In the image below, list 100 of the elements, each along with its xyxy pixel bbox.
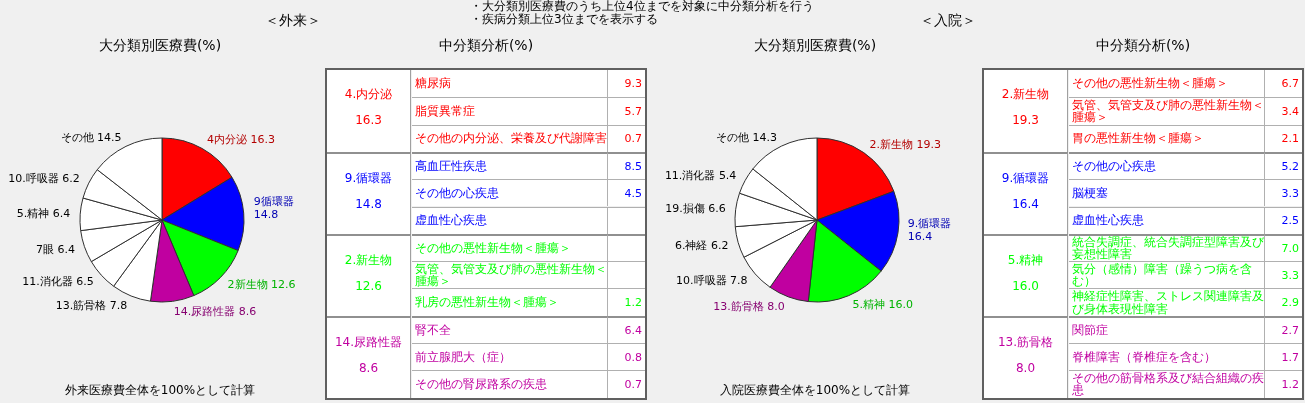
- category-label: 脳梗塞: [1069, 179, 1265, 207]
- category-label: その他の内分泌、栄養及び代謝障害: [412, 124, 608, 152]
- category-label: 虚血性心疾患: [1069, 206, 1265, 234]
- slice-label: 19.損傷: [665, 201, 705, 215]
- category-label: 腎不全: [412, 315, 608, 343]
- text: 16.4: [1011, 196, 1040, 211]
- text: 中分類分析(%): [1094, 37, 1192, 55]
- data-label: 14.8: [253, 208, 279, 222]
- data-label: 0.8: [608, 343, 645, 371]
- data-label: 8.6: [238, 304, 257, 318]
- data-label: 14.5: [97, 130, 122, 144]
- text: 9.循環器: [1000, 169, 1051, 187]
- slice-label: 13.筋骨格: [55, 298, 107, 312]
- slice-label: 11.消化器: [22, 275, 73, 289]
- text: 9.循環器: [343, 169, 394, 187]
- text: 14.8: [354, 196, 383, 211]
- text: 16.0: [1011, 278, 1040, 293]
- data-label: 16.4: [907, 230, 933, 244]
- text: 中分類分析(%): [437, 37, 535, 55]
- text: 外来医療費全体を100%として計算: [63, 382, 257, 399]
- text: ・疾病分類上位3位までを表示する: [470, 12, 658, 26]
- text: 16.3: [354, 113, 383, 127]
- slice-label: 11.消化器: [664, 169, 716, 183]
- slice-label: 5.精神: [16, 207, 50, 221]
- text: 5.精神: [1006, 251, 1045, 269]
- text: 13.筋骨格: [996, 333, 1055, 351]
- data-label: 3.3: [1265, 179, 1302, 207]
- category-label: 乳房の悪性新生物＜腫瘍＞: [412, 288, 608, 316]
- category-label: 前立腺肥大（症）: [412, 343, 608, 371]
- text: ・大分類別医療費のうち上位4位までを対象に中分類分析を行う: [470, 0, 814, 13]
- slice-label: 14.尿路性器: [173, 304, 236, 318]
- text: 4.内分泌: [343, 86, 394, 103]
- category-label: 脂質異常症: [412, 97, 608, 125]
- text: 8.0: [1014, 360, 1037, 375]
- text: 19.3: [1011, 113, 1040, 127]
- slice-label: 9循環器: [253, 195, 294, 209]
- data-label: 6.4: [608, 315, 645, 343]
- slice-label: その他: [60, 130, 94, 144]
- slice-label: 9.循環器: [907, 217, 952, 231]
- category-label: その他の心疾患: [412, 179, 608, 207]
- slice-label: 7眼: [36, 243, 54, 257]
- data-label: 12.6: [271, 277, 296, 291]
- data-label: 2.7: [1265, 315, 1302, 343]
- slice-label: 10.呼吸器: [676, 273, 727, 287]
- data-label: 3.4: [1265, 97, 1302, 125]
- data-label: 6.2: [710, 238, 729, 252]
- category-label: その他の悪性新生物＜腫瘍＞: [412, 233, 608, 262]
- slice-label: 13.筋骨格: [713, 299, 764, 313]
- slice-label: 2新生物: [227, 277, 268, 291]
- category-label: その他の筋骨格系及び結合組織の疾患: [1069, 370, 1265, 398]
- data-label: 1.2: [1265, 370, 1302, 398]
- data-label: 0.7: [608, 124, 645, 152]
- category-label: 統合失調症、統合失調症型障害及び妄想性障害: [1069, 233, 1265, 262]
- data-label: 6.6: [708, 201, 726, 215]
- data-label: 2.1: [1265, 124, 1302, 152]
- slice-label: 10.呼吸器: [8, 172, 59, 186]
- text: 8.6: [357, 360, 380, 375]
- text: 2.新生物: [1000, 86, 1051, 103]
- chart-subtitle: ＜外来＞: [265, 12, 321, 30]
- slice-label: 6.神経: [674, 238, 708, 252]
- slice-label: 4内分泌: [207, 133, 248, 147]
- category-label: 神経症性障害、ストレス関連障害及び身体表現性障害: [1069, 288, 1265, 316]
- data-label: 1.2: [608, 288, 645, 316]
- data-label: 0.7: [608, 370, 645, 398]
- text: 入院医療費全体を100%として計算: [718, 382, 912, 399]
- category-label: その他の腎尿路系の疾患: [412, 370, 608, 398]
- category-label: 高血圧性疾患: [412, 151, 608, 180]
- data-label: 1.7: [1265, 343, 1302, 371]
- text: 12.6: [354, 278, 383, 293]
- data-label: 19.3: [916, 137, 941, 151]
- category-label: その他の心疾患: [1069, 151, 1265, 180]
- data-label: 8.0: [767, 299, 785, 313]
- category-label: 関節症: [1069, 315, 1265, 343]
- chart-title: 大分類別医療費(%): [752, 37, 878, 55]
- slice-label: 2.新生物: [869, 137, 913, 151]
- chart-subtitle: ＜入院＞: [920, 12, 976, 30]
- data-label: 6.4: [57, 243, 75, 257]
- data-label: 8.5: [608, 151, 645, 180]
- data-label: 9.3: [608, 70, 645, 98]
- category-label: 糖尿病: [412, 70, 608, 98]
- category-label: 気管、気管支及び肺の悪性新生物＜腫瘍＞: [412, 261, 608, 289]
- data-label: 6.4: [52, 207, 71, 221]
- data-label: 5.2: [1265, 151, 1302, 180]
- category-label: 胃の悪性新生物＜腫瘍＞: [1069, 124, 1265, 152]
- chart-title: 大分類別医療費(%): [97, 37, 223, 55]
- data-label: 6.5: [76, 275, 94, 289]
- data-label: 2.5: [1265, 206, 1302, 234]
- text: 14.尿路性器: [333, 333, 404, 351]
- slice-label: その他: [716, 130, 750, 144]
- data-label: 16.0: [888, 298, 913, 312]
- data-label: 7.0: [1265, 233, 1302, 262]
- text: 2.新生物: [343, 251, 394, 269]
- data-label: 16.3: [250, 133, 276, 147]
- category-label: 気管、気管支及び肺の悪性新生物＜腫瘍＞: [1069, 97, 1265, 125]
- data-label: 14.3: [752, 130, 778, 144]
- data-label: 5.4: [718, 169, 737, 183]
- data-label: 3.3: [1265, 261, 1302, 289]
- data-label: 6.2: [62, 172, 80, 186]
- slice-label: 5.精神: [852, 298, 885, 312]
- category-label: その他の悪性新生物＜腫瘍＞: [1069, 70, 1265, 98]
